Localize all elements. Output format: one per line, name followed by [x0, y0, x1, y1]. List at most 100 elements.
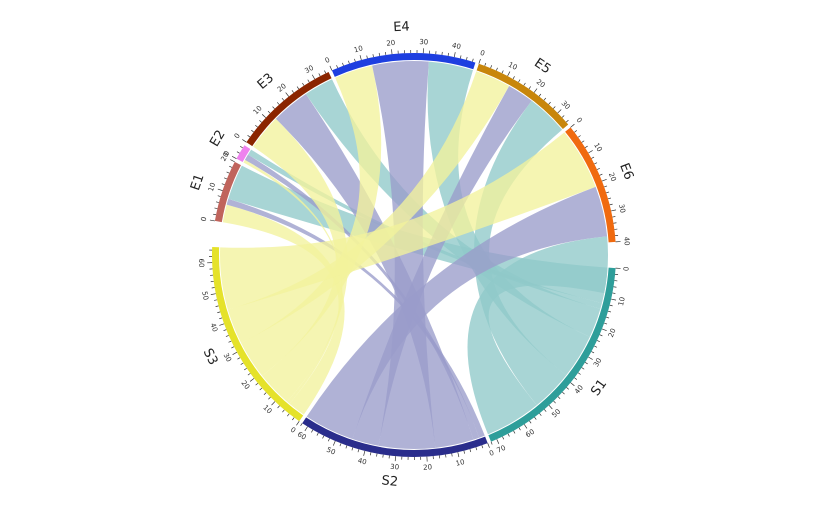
- tick-label-e3: 20: [276, 82, 288, 94]
- links-layer: [220, 61, 608, 450]
- tick-e5: [501, 70, 504, 74]
- tick-s3: [271, 401, 276, 406]
- tick-e3: [259, 120, 262, 123]
- tick-e3: [251, 129, 254, 133]
- tick-label-e5: 30: [560, 99, 572, 111]
- tick-s3: [237, 357, 241, 360]
- tick-s1: [594, 345, 598, 348]
- tick-s2: [457, 452, 460, 458]
- tick-e2: [240, 145, 243, 149]
- tick-e1: [229, 165, 233, 168]
- tick-s3: [232, 351, 238, 355]
- tick-s2: [487, 442, 490, 448]
- tick-label-e6: 30: [617, 203, 627, 213]
- tick-label-s1: 0: [622, 266, 630, 271]
- tick-s1: [529, 420, 532, 424]
- tick-s1: [574, 377, 578, 380]
- tick-e6: [588, 150, 593, 154]
- tick-s2: [357, 449, 360, 453]
- tick-e5: [557, 109, 562, 114]
- tick-label-s2: 20: [423, 463, 432, 472]
- tick-s3: [225, 335, 229, 337]
- tick-e1: [230, 159, 235, 163]
- tick-s3: [223, 329, 227, 332]
- tick-s1: [581, 367, 585, 370]
- tick-e5: [561, 115, 565, 118]
- tick-e6: [581, 140, 585, 143]
- tick-e1: [221, 183, 225, 186]
- tick-e5: [523, 82, 526, 86]
- tick-s1: [544, 409, 547, 412]
- tick-e5: [552, 106, 556, 109]
- tick-s2: [369, 452, 372, 456]
- ticks-layer: [207, 48, 621, 462]
- tick-e2: [236, 151, 240, 154]
- tick-e4: [336, 65, 338, 69]
- tick-s1: [513, 430, 516, 434]
- tick-e5: [518, 79, 521, 83]
- tick-label-e6: 10: [592, 142, 603, 154]
- tick-s3: [228, 340, 232, 343]
- tick-label-e4: 0: [324, 56, 331, 65]
- tick-e6: [594, 162, 598, 165]
- tick-e6: [599, 173, 603, 176]
- tick-e1: [217, 188, 223, 191]
- tick-s3: [244, 367, 247, 371]
- tick-e4: [378, 52, 380, 57]
- tick-e4: [342, 62, 344, 66]
- tick-e4: [372, 54, 374, 58]
- tick-label-e2: 0: [222, 150, 231, 158]
- tick-s3: [247, 373, 251, 376]
- tick-label-s3: 50: [200, 291, 210, 301]
- tick-e6: [591, 156, 595, 159]
- sector-label-e1: E1: [188, 172, 207, 192]
- tick-s1: [606, 316, 610, 319]
- tick-e3: [272, 106, 275, 110]
- link-s2-e5: [352, 85, 532, 446]
- tick-s3: [296, 421, 300, 426]
- tick-label-s3: 40: [208, 322, 219, 333]
- tick-label-s2: 50: [325, 446, 336, 457]
- tick-e4: [466, 56, 468, 61]
- tick-label-s1: 40: [573, 384, 585, 396]
- sector-arc-s3: [211, 247, 304, 422]
- tick-s3: [263, 392, 267, 395]
- tick-label-e3: 0: [233, 132, 242, 140]
- tick-label-s1: 50: [550, 407, 562, 419]
- tick-s2: [376, 453, 378, 457]
- tick-e1: [226, 171, 230, 174]
- tick-e2: [231, 155, 237, 159]
- tick-s3: [268, 396, 271, 400]
- tick-s2: [345, 445, 348, 449]
- tick-e3: [285, 92, 290, 97]
- tick-s2: [300, 423, 303, 426]
- tick-s1: [611, 298, 617, 301]
- sector-label-s1: S1: [588, 377, 610, 399]
- tick-e1: [223, 177, 228, 180]
- tick-e4: [359, 55, 362, 61]
- tick-s1: [604, 322, 608, 325]
- tick-s2: [481, 445, 484, 449]
- tick-e1: [213, 213, 217, 216]
- tick-e3: [302, 82, 305, 86]
- tick-e1: [217, 195, 221, 197]
- tick-s1: [507, 433, 510, 437]
- tick-label-e1: 0: [200, 216, 209, 222]
- tick-e4: [447, 52, 449, 56]
- tick-s3: [231, 346, 235, 349]
- tick-e1: [214, 207, 218, 209]
- labels-layer: 0 10 20 30 40 50 60 70 S1 0 10 20 30 40 50 60 S2 0 10 20 30 4…: [188, 19, 636, 490]
- tick-s1: [584, 362, 588, 365]
- tick-e6: [604, 185, 608, 188]
- tick-s2: [351, 447, 354, 451]
- tick-s1: [599, 334, 603, 337]
- tick-s3: [215, 305, 219, 307]
- sector-label-s2: S2: [381, 473, 399, 490]
- tick-label-e6: 0: [575, 116, 584, 125]
- tick-e4: [460, 55, 462, 59]
- tick-label-s2: 10: [455, 458, 465, 468]
- tick-s1: [596, 340, 600, 342]
- sector-arc-s2: [302, 417, 488, 457]
- sector-arc-e5: [476, 63, 569, 130]
